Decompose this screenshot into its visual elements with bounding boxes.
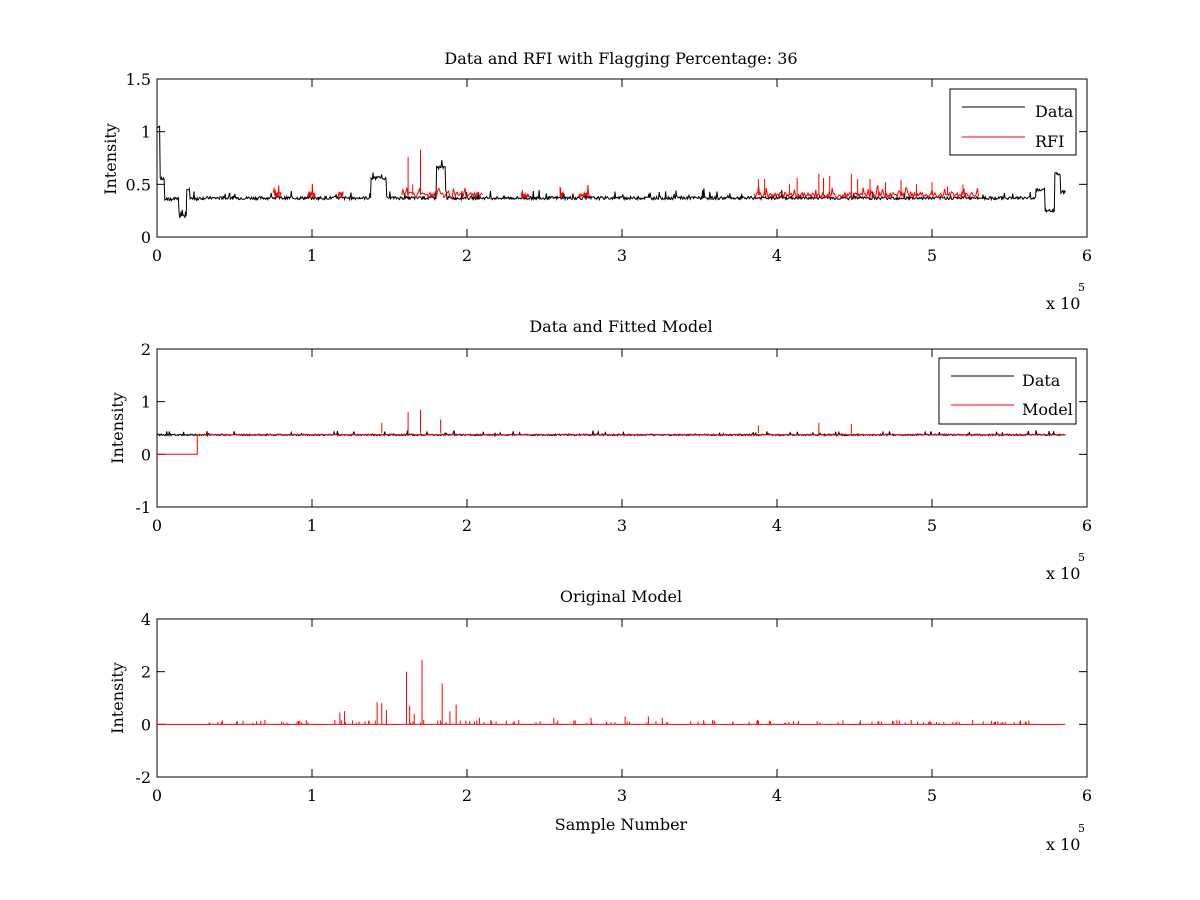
x-tick-label: 0 <box>152 246 162 265</box>
plot-series <box>157 125 1066 219</box>
x-tick-label: 1 <box>307 516 317 535</box>
plot-series <box>157 659 1066 725</box>
series-line-model <box>157 434 1066 455</box>
y-tick-label: 0 <box>141 715 151 734</box>
x-multiplier-base: x 10 <box>1046 835 1080 854</box>
series-segment-rfi <box>272 185 282 198</box>
x-tick-label: 2 <box>462 246 472 265</box>
legend: Data RFI <box>949 88 1077 156</box>
x-tick-label: 2 <box>462 516 472 535</box>
plot-area <box>156 618 1088 778</box>
series-segment-rfi <box>559 186 564 198</box>
x-multiplier-exponent: 5 <box>1078 822 1085 835</box>
legend-label-model: Model <box>1022 400 1073 419</box>
x-tick-label: 0 <box>152 786 162 805</box>
legend-label-data: Data <box>1022 371 1061 390</box>
x-multiplier: x 10 5 <box>1046 281 1085 313</box>
x-multiplier: x 10 5 <box>1046 551 1085 583</box>
x-tick-label: 4 <box>772 786 782 805</box>
panel-title: Data and Fitted Model <box>529 317 712 336</box>
x-tick-label: 2 <box>462 786 472 805</box>
x-tick-label: 4 <box>772 246 782 265</box>
series-line-data <box>157 125 1066 219</box>
y-axis-label: Intensity <box>108 662 127 734</box>
y-tick-label: 2 <box>141 663 151 682</box>
x-tick-label: 0 <box>152 516 162 535</box>
panel-title: Original Model <box>560 587 682 606</box>
legend-label-rfi: RFI <box>1035 132 1064 151</box>
x-tick-label: 5 <box>927 516 937 535</box>
x-multiplier-exponent: 5 <box>1078 281 1085 294</box>
y-tick-label: 4 <box>141 610 151 629</box>
panel-data-rfi: 0 1 2 3 4 5 6 0 0.5 1 1.5 Data and RFI with Flaggi… <box>101 49 1092 313</box>
y-tick-label: -2 <box>135 768 151 787</box>
series-segment-rfi <box>401 187 483 199</box>
legend-label-data: Data <box>1035 102 1074 121</box>
y-tick-label: 1 <box>141 393 151 412</box>
y-tick-label: 1 <box>141 123 151 142</box>
x-tick-label: 6 <box>1082 786 1092 805</box>
y-tick-label: 0 <box>141 228 151 247</box>
legend: Data Model <box>938 357 1077 425</box>
x-tick-label: 3 <box>617 786 627 805</box>
x-multiplier-base: x 10 <box>1046 564 1080 583</box>
legend-box <box>949 88 1077 156</box>
y-tick-label: 0 <box>141 445 151 464</box>
legend-box <box>938 357 1077 425</box>
x-multiplier: x 10 5 <box>1046 822 1085 854</box>
x-tick-label: 3 <box>617 246 627 265</box>
x-multiplier-exponent: 5 <box>1078 551 1085 564</box>
series-segment-rfi <box>753 185 979 200</box>
y-tick-label: 1.5 <box>126 70 151 89</box>
x-tick-label: 1 <box>307 786 317 805</box>
x-tick-label: 6 <box>1082 246 1092 265</box>
x-axis-label: Sample Number <box>555 815 688 834</box>
series-segment-rfi <box>520 189 530 198</box>
x-tick-label: 5 <box>927 246 937 265</box>
series-segment-rfi <box>337 191 344 198</box>
y-tick-label: -1 <box>135 498 151 517</box>
x-tick-label: 6 <box>1082 516 1092 535</box>
x-tick-label: 3 <box>617 516 627 535</box>
y-axis-label: Intensity <box>108 392 127 464</box>
panel-title: Data and RFI with Flagging Percentage: 3… <box>444 49 797 68</box>
axes: 0 1 2 3 4 5 6 0 0.5 1 1.5 <box>126 70 1093 265</box>
y-axis-label: Intensity <box>101 123 120 195</box>
y-tick-label: 0.5 <box>126 175 151 194</box>
x-tick-label: 4 <box>772 516 782 535</box>
x-tick-label: 1 <box>307 246 317 265</box>
x-tick-label: 5 <box>927 786 937 805</box>
plot-area <box>156 348 1088 508</box>
plot-series <box>157 409 1066 455</box>
y-tick-label: 2 <box>141 340 151 359</box>
series-segment-rfi <box>578 184 592 199</box>
plot-area <box>156 78 1088 238</box>
series-segment-rfi <box>307 183 316 200</box>
x-multiplier-base: x 10 <box>1046 294 1080 313</box>
